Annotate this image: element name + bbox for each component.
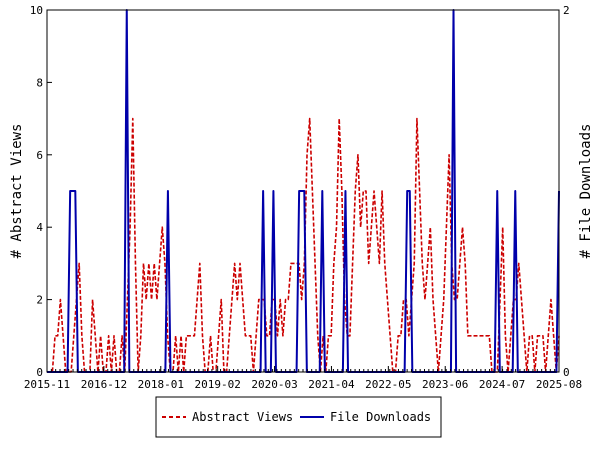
legend-label-file-downloads: File Downloads [330, 410, 431, 424]
x-tick-label: 2021-04 [308, 378, 355, 391]
y-right-tick-label: 2 [563, 4, 570, 17]
x-tick-label: 2023-06 [422, 378, 468, 391]
legend-box [155, 396, 442, 438]
x-tick-label: 2015-11 [24, 378, 70, 391]
y-right-axis-title: # File Downloads [578, 124, 594, 259]
x-tick-label: 2022-05 [365, 378, 411, 391]
x-tick-label: 2024-07 [479, 378, 525, 391]
y-left-tick-label: 6 [36, 149, 43, 162]
y-left-axis-ticks: 0 2 4 6 8 10 [30, 4, 52, 379]
x-axis-ticks: 2015-11 2016-12 2018-01 2019-02 2020-03 2021-… [24, 366, 582, 391]
y-left-tick-label: 4 [36, 221, 43, 234]
y-right-axis-ticks: 02 [554, 4, 570, 379]
x-tick-label: 2016-12 [81, 378, 127, 391]
y-right-tick-label: 0 [563, 366, 570, 379]
x-tick-label: 2025-08 [536, 378, 582, 391]
x-tick-label: 2018-01 [138, 378, 184, 391]
y-left-tick-label: 2 [36, 294, 43, 307]
x-minor-ticks [46, 369, 560, 372]
x-tick-label: 2020-03 [251, 378, 297, 391]
y-left-tick-label: 8 [36, 76, 43, 89]
x-tick-label: 2019-02 [194, 378, 240, 391]
series-line-abstract-views [47, 117, 560, 373]
y-left-tick-label: 10 [30, 4, 43, 17]
y-left-axis-title: # Abstract Views [9, 124, 25, 259]
y-left-tick-label: 0 [36, 366, 43, 379]
legend: Abstract Views File Downloads [155, 396, 442, 438]
legend-label-abstract-views: Abstract Views [192, 410, 293, 424]
